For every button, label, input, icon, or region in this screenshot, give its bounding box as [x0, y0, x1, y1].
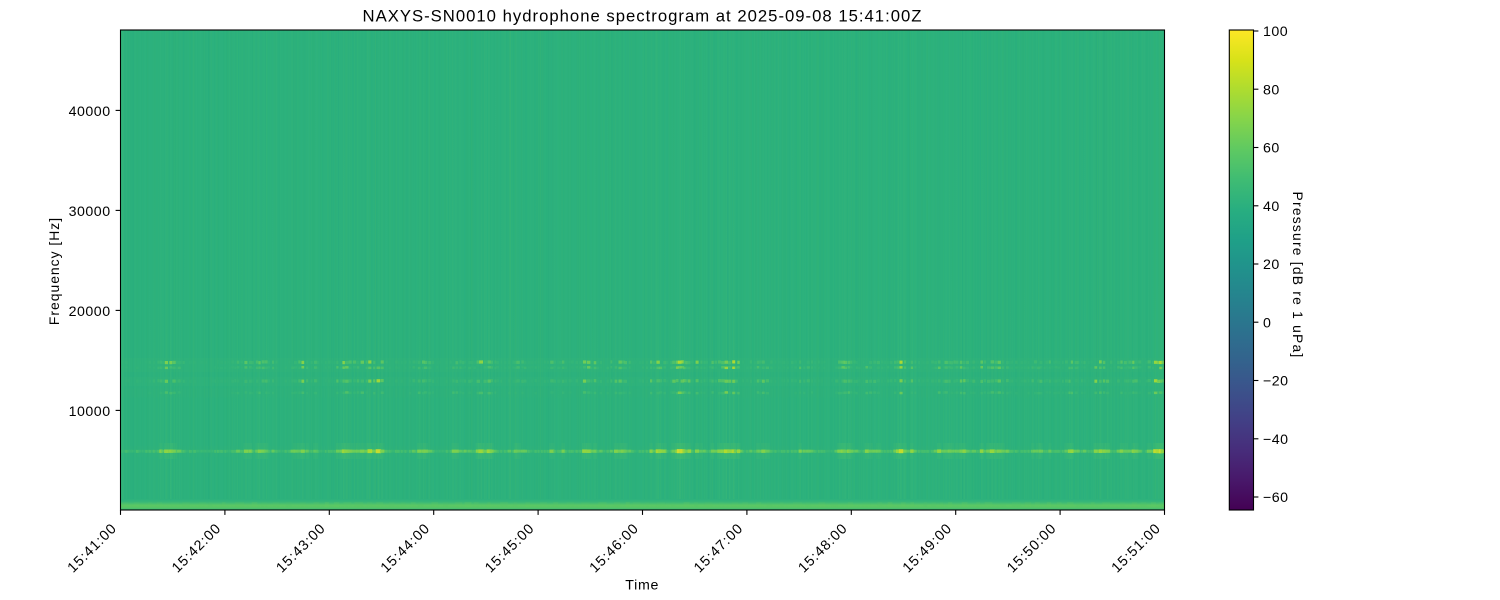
svg-text:40: 40 [1263, 199, 1280, 215]
svg-text:80: 80 [1263, 83, 1280, 99]
svg-text:20: 20 [1263, 257, 1280, 273]
svg-text:Pressure [dB re 1 uPa]: Pressure [dB re 1 uPa] [1290, 192, 1306, 359]
svg-text:−40: −40 [1263, 432, 1289, 448]
svg-text:40000: 40000 [69, 104, 111, 120]
svg-text:20000: 20000 [69, 304, 111, 320]
svg-text:60: 60 [1263, 141, 1280, 157]
svg-text:−20: −20 [1263, 374, 1289, 390]
svg-text:NAXYS-SN0010 hydrophone spectr: NAXYS-SN0010 hydrophone spectrogram at 2… [363, 6, 923, 25]
svg-text:0: 0 [1263, 315, 1271, 331]
svg-text:−60: −60 [1263, 490, 1289, 506]
svg-text:Time: Time [625, 577, 659, 593]
svg-text:10000: 10000 [69, 404, 111, 420]
svg-text:100: 100 [1263, 24, 1288, 40]
svg-text:Frequency [Hz]: Frequency [Hz] [46, 217, 62, 325]
svg-text:30000: 30000 [69, 204, 111, 220]
